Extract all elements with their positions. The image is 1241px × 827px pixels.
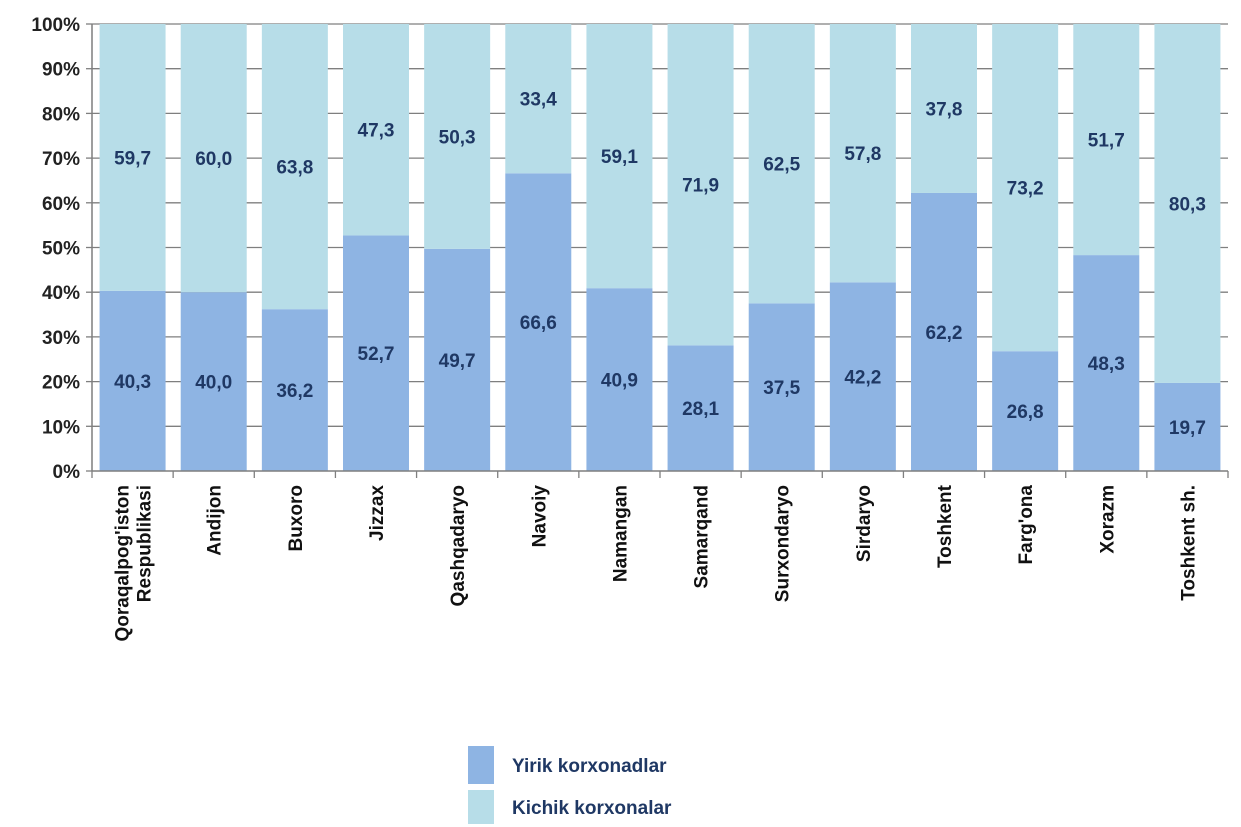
y-tick-label: 90% bbox=[42, 60, 80, 81]
data-label: 19,7 bbox=[1169, 418, 1206, 439]
bar-segment-small bbox=[586, 24, 653, 289]
bars: 40,3 59,7 40,0 60,0 36,2 63,8 52,7 47,3 49,7 50,3… bbox=[99, 24, 1221, 471]
y-tick-label: 50% bbox=[42, 239, 80, 260]
bar-segment-small bbox=[343, 24, 409, 236]
x-category-label: Respublikasi bbox=[135, 485, 156, 602]
data-label: 59,1 bbox=[601, 147, 638, 168]
bar-segment-small bbox=[505, 24, 572, 174]
data-label: 57,8 bbox=[844, 144, 881, 165]
bar-segment-small bbox=[180, 24, 247, 293]
bar-segment-small bbox=[1073, 24, 1140, 256]
data-label: 60,0 bbox=[195, 149, 232, 170]
data-label: 62,5 bbox=[763, 155, 800, 176]
bar-segment-large bbox=[343, 235, 409, 471]
data-label: 33,4 bbox=[520, 90, 557, 111]
bar-segment-small bbox=[667, 24, 734, 346]
data-label: 26,8 bbox=[1007, 402, 1044, 423]
legend-label-small: Kichik korxonalar bbox=[512, 798, 672, 819]
legend-swatch-small bbox=[468, 790, 494, 824]
bar-segment-large bbox=[829, 282, 896, 471]
y-tick-label: 0% bbox=[53, 462, 81, 483]
x-category-label: Qashqadaryo bbox=[448, 485, 469, 606]
x-category-label: Andijon bbox=[205, 485, 226, 556]
bar-segment-large bbox=[992, 351, 1059, 471]
x-category-label: Sirdaryo bbox=[854, 485, 875, 562]
data-label: 40,0 bbox=[195, 373, 232, 394]
y-tick-label: 20% bbox=[42, 373, 80, 394]
data-label: 73,2 bbox=[1007, 179, 1044, 200]
legend-label-large: Yirik korxonadlar bbox=[512, 756, 667, 777]
x-category-label: Toshkent sh. bbox=[1178, 485, 1199, 601]
data-label: 50,3 bbox=[439, 127, 476, 148]
x-category-label: Xorazm bbox=[1097, 485, 1118, 554]
x-category-label: Toshkent bbox=[935, 484, 956, 568]
data-label: 47,3 bbox=[358, 121, 395, 142]
bar-segment-small bbox=[829, 24, 896, 283]
x-category-label: Qoraqalpog'iston bbox=[113, 485, 134, 642]
bar-segment-large bbox=[261, 309, 328, 471]
data-label: 80,3 bbox=[1169, 194, 1206, 215]
x-category-label: Jizzax bbox=[367, 485, 388, 541]
data-label: 37,5 bbox=[763, 378, 800, 399]
legend: Yirik korxonadlar Kichik korxonalar bbox=[468, 746, 672, 824]
x-category-label: Buxoro bbox=[286, 485, 307, 552]
data-label: 51,7 bbox=[1088, 131, 1125, 152]
bar-segment-small bbox=[261, 24, 328, 310]
bar-segment-large bbox=[424, 248, 491, 471]
bar-segment-large bbox=[180, 292, 247, 471]
bar-segment-small bbox=[748, 24, 815, 304]
y-tick-label: 10% bbox=[42, 417, 80, 438]
bar-segment-small bbox=[424, 24, 491, 249]
bar-segment-small bbox=[911, 24, 977, 193]
data-label: 66,6 bbox=[520, 313, 557, 334]
bar-segment-small bbox=[99, 24, 166, 291]
bar-segment-large bbox=[1154, 382, 1221, 471]
y-tick-label: 80% bbox=[42, 104, 80, 125]
data-label: 40,3 bbox=[114, 372, 151, 393]
y-tick-label: 100% bbox=[31, 15, 80, 36]
bar-segment-small bbox=[1154, 24, 1221, 383]
data-label: 52,7 bbox=[358, 344, 395, 365]
data-label: 59,7 bbox=[114, 148, 151, 169]
y-tick-label: 40% bbox=[42, 283, 80, 304]
data-label: 36,2 bbox=[276, 381, 313, 402]
legend-swatch-large bbox=[468, 746, 494, 784]
bar-segment-large bbox=[99, 290, 166, 471]
x-category-label: Samarqand bbox=[692, 485, 713, 588]
bar-segment-large bbox=[911, 192, 977, 471]
data-label: 37,8 bbox=[926, 99, 963, 120]
data-label: 71,9 bbox=[682, 176, 719, 197]
bar-segment-large bbox=[586, 288, 653, 471]
x-category-label: Farg'ona bbox=[1016, 485, 1037, 565]
data-label: 28,1 bbox=[682, 399, 719, 420]
bar-segment-large bbox=[748, 303, 815, 471]
data-label: 49,7 bbox=[439, 351, 476, 372]
x-category-label: Surxondaryo bbox=[773, 485, 794, 602]
x-category-label: Navoiy bbox=[529, 485, 550, 548]
axes: 0% 10% 20% 30% 40% 50% 60% 70% 80% 90% 100% Qoraqal… bbox=[31, 15, 1229, 642]
data-label: 48,3 bbox=[1088, 354, 1125, 375]
bar-segment-large bbox=[505, 173, 572, 471]
data-label: 63,8 bbox=[276, 158, 313, 179]
data-label: 62,2 bbox=[926, 323, 963, 344]
y-tick-label: 70% bbox=[42, 149, 80, 170]
data-label: 40,9 bbox=[601, 371, 638, 392]
data-label: 42,2 bbox=[844, 368, 881, 389]
y-tick-label: 60% bbox=[42, 194, 80, 215]
y-tick-label: 30% bbox=[42, 328, 80, 349]
bar-segment-small bbox=[992, 24, 1059, 352]
bar-segment-large bbox=[667, 345, 734, 471]
x-category-label: Namangan bbox=[610, 485, 631, 582]
bar-segment-large bbox=[1073, 255, 1140, 471]
